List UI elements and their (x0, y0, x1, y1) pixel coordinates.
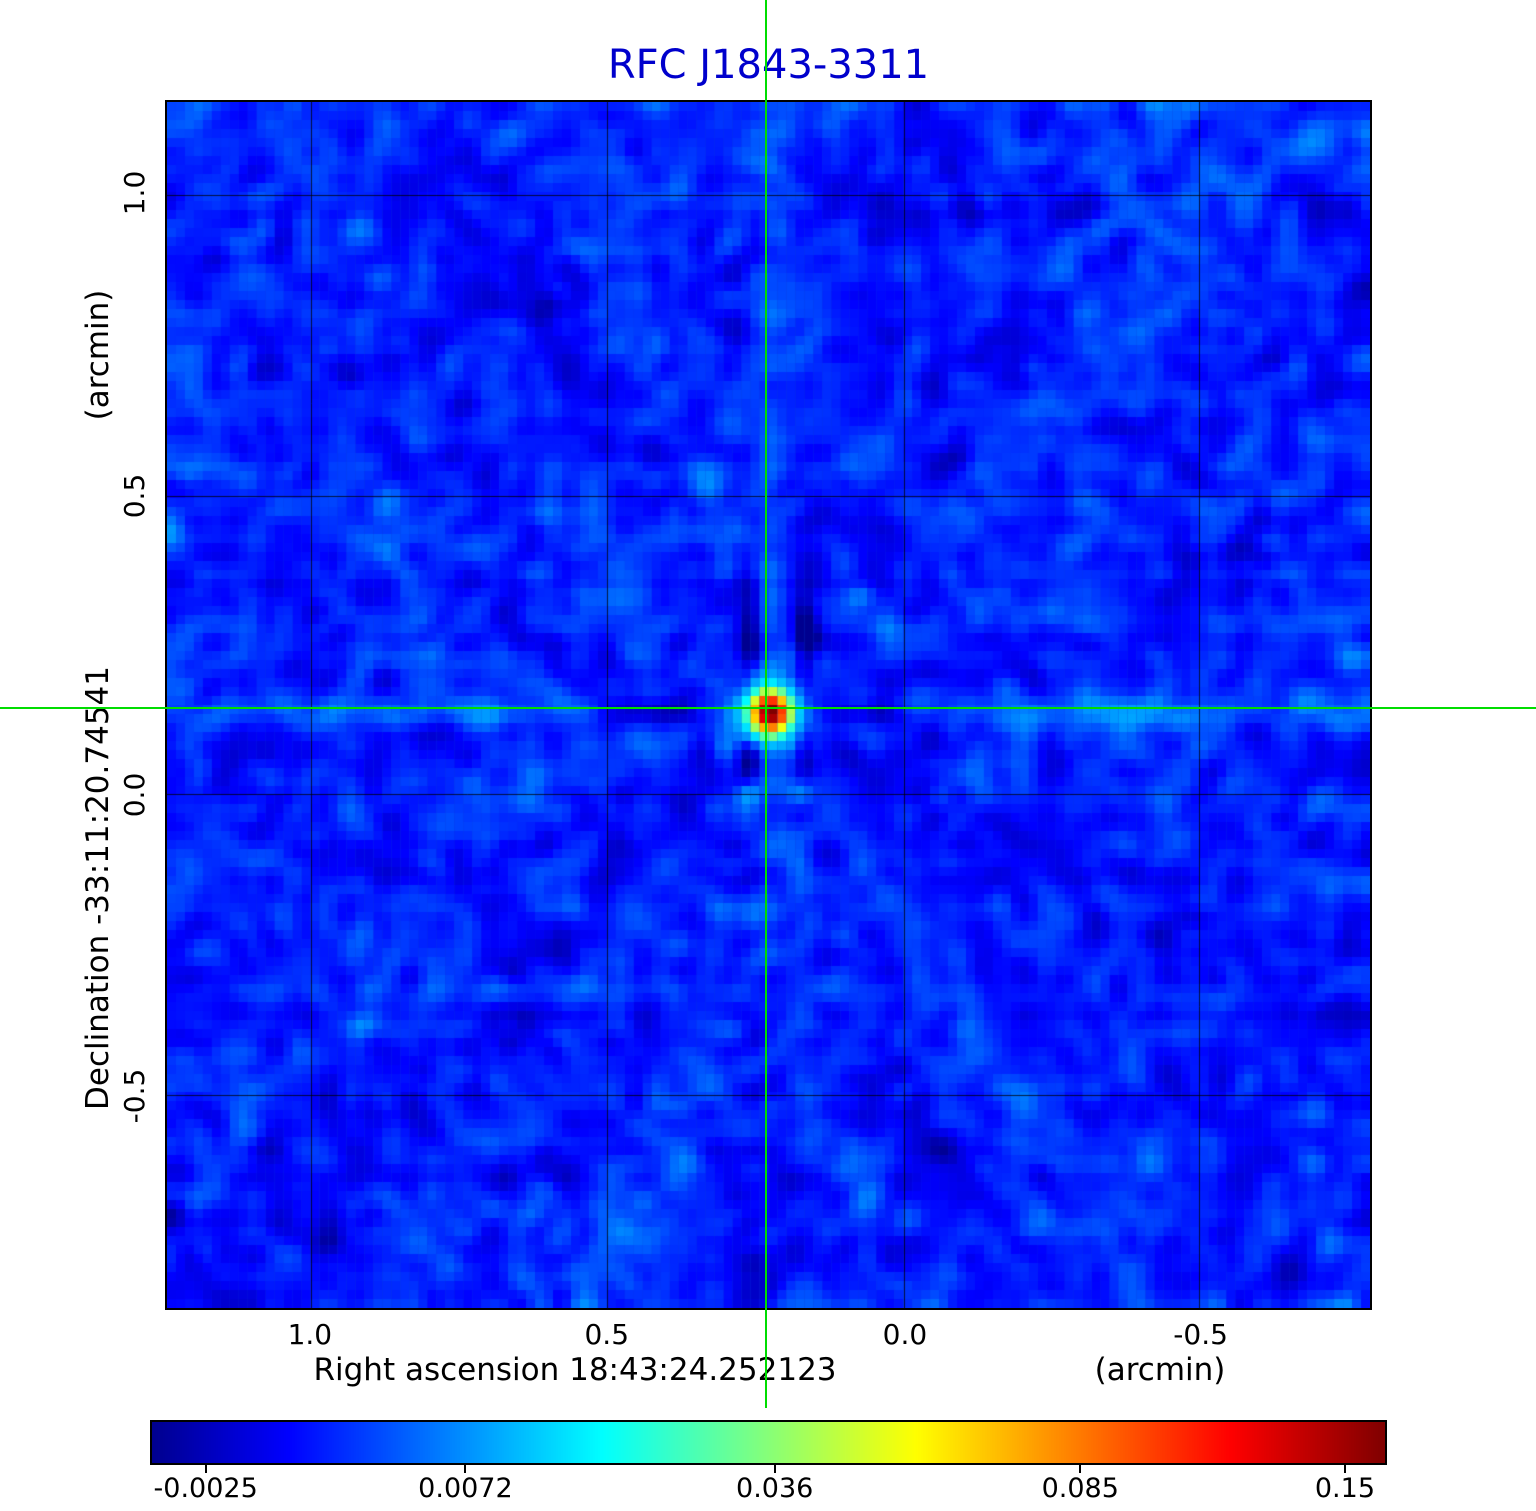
crosshair-vertical-line (765, 0, 768, 1408)
y-tick-label: 0.0 (118, 772, 151, 817)
plot-area (165, 100, 1372, 1310)
colorbar-tick-label: 0.036 (736, 1473, 814, 1504)
colorbar-tick-marks (150, 1463, 1387, 1473)
colorbar-canvas (152, 1422, 1385, 1463)
colorbar-tick-mark (464, 1463, 467, 1473)
colorbar-tick-mark (1343, 1463, 1346, 1473)
colorbar-tick-labels: -0.0025 0.0072 0.036 0.085 0.15 (150, 1473, 1387, 1505)
y-tick-labels: 1.0 0.5 0.0 -0.5 (116, 100, 152, 1310)
y-tick-label: 0.5 (118, 473, 151, 518)
x-tick-label: 0.0 (882, 1318, 928, 1351)
colorbar-tick-label: 0.15 (1314, 1473, 1375, 1504)
colorbar-tick-label: -0.0025 (153, 1473, 258, 1504)
x-axis-unit-label: (arcmin) (1094, 1352, 1226, 1388)
colorbar-tick-label: 0.085 (1041, 1473, 1119, 1504)
crosshair-horizontal-line (0, 707, 1536, 710)
sky-image-canvas (167, 102, 1370, 1308)
colorbar-tick-mark (1079, 1463, 1082, 1473)
colorbar-tick-mark (773, 1463, 776, 1473)
x-tick-label: 1.0 (287, 1318, 333, 1351)
colorbar (150, 1420, 1387, 1465)
y-tick-label: 1.0 (118, 170, 151, 216)
y-axis-label: Declination -33:11:20.74541 (80, 666, 116, 1110)
x-axis-label: Right ascension 18:43:24.252123 (313, 1352, 837, 1388)
x-axis-label-row: Right ascension 18:43:24.252123 (arcmin) (165, 1352, 1372, 1394)
colorbar-tick-label: 0.0072 (418, 1473, 513, 1504)
x-tick-labels: 1.0 0.5 0.0 -0.5 (165, 1318, 1372, 1352)
colorbar-tick-mark (204, 1463, 207, 1473)
y-axis-unit-label: (arcmin) (80, 289, 116, 421)
x-tick-label: -0.5 (1173, 1318, 1228, 1351)
y-tick-label: -0.5 (118, 1068, 151, 1124)
x-tick-label: 0.5 (584, 1318, 630, 1351)
page-title: RFC J1843-3311 (607, 42, 930, 88)
